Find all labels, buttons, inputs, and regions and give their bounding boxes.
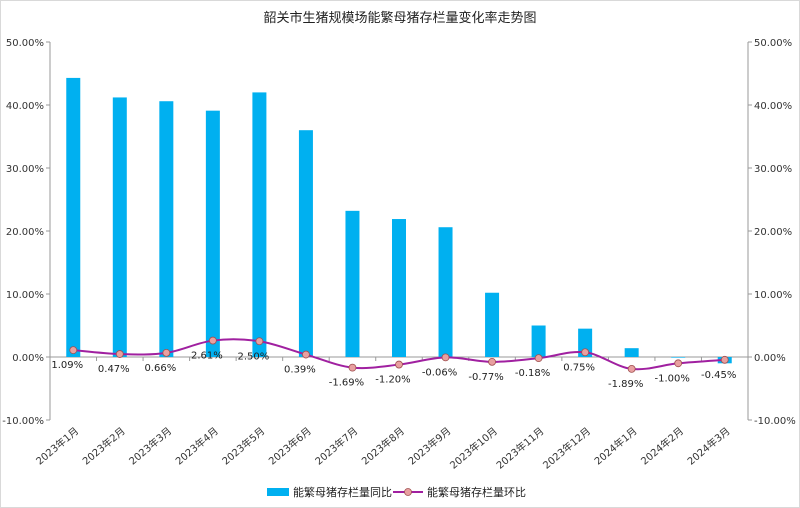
data-label: 0.47%: [98, 364, 130, 375]
line-point: [208, 336, 217, 345]
y-tick-label-right: 40.00%: [754, 101, 792, 112]
line-point: [395, 360, 403, 369]
y-tick-label-left: -10.00%: [2, 416, 44, 427]
legend-swatch-bar: [267, 488, 289, 496]
data-label: 0.39%: [284, 365, 316, 376]
line-point: [69, 346, 78, 355]
line-point: [674, 359, 683, 368]
bar: [66, 77, 81, 357]
y-tick-label-left: 20.00%: [6, 227, 44, 238]
chart-legend: 能繁母猪存栏量同比 能繁母猪存栏量环比: [267, 485, 526, 499]
y-tick-label-right: 50.00%: [754, 38, 792, 49]
line-point: [581, 348, 590, 357]
y-tick-label-left: 50.00%: [6, 38, 44, 49]
data-label: 2.50%: [238, 351, 270, 362]
line-point: [441, 353, 450, 362]
bar: [531, 325, 546, 357]
bar: [438, 227, 453, 357]
line-point: [348, 363, 357, 372]
chart-title: 韶关市生猪规模场能繁母猪存栏量变化率走势图: [263, 10, 536, 26]
bar: [298, 130, 313, 357]
y-tick-label-left: 40.00%: [6, 101, 44, 112]
data-label: -0.45%: [701, 370, 736, 381]
bar: [345, 210, 360, 357]
bar: [671, 357, 686, 358]
data-label: -1.89%: [608, 379, 643, 390]
line-point: [720, 355, 729, 364]
bar: [578, 328, 593, 357]
y-tick-label-right: -10.00%: [754, 416, 796, 427]
data-label: -0.18%: [515, 368, 550, 379]
bar: [205, 110, 220, 357]
line-point: [302, 350, 310, 359]
y-tick-label-right: 20.00%: [754, 227, 792, 238]
y-tick-label-left: 0.00%: [12, 353, 44, 364]
data-label: -1.69%: [329, 378, 364, 389]
bar: [252, 92, 267, 358]
bar: [485, 292, 500, 357]
data-label: -1.00%: [655, 373, 690, 384]
bar: [392, 219, 406, 357]
line-point: [162, 348, 171, 357]
line-point: [488, 357, 496, 366]
line-point: [115, 350, 124, 358]
data-label: -0.06%: [422, 367, 457, 378]
y-tick-label-right: 10.00%: [754, 290, 792, 301]
y-tick-label-left: 30.00%: [6, 164, 44, 175]
bar: [624, 348, 639, 357]
data-label: 2.61%: [191, 351, 223, 362]
data-label: 0.75%: [563, 362, 595, 373]
legend-label-line: 能繁母猪存栏量环比: [427, 485, 526, 499]
bar: [159, 101, 174, 357]
legend-swatch-marker: [404, 488, 412, 496]
legend-label-bar: 能繁母猪存栏量同比: [293, 485, 392, 499]
line-point: [627, 365, 636, 373]
y-tick-label-left: 10.00%: [6, 290, 44, 301]
y-tick-label-right: 30.00%: [754, 164, 792, 175]
line-point: [534, 354, 543, 363]
data-label: 0.66%: [144, 363, 176, 374]
data-label: 1.09%: [51, 360, 83, 371]
y-tick-label-right: 0.00%: [754, 353, 786, 364]
data-label: -0.77%: [468, 372, 503, 383]
data-label: -1.20%: [375, 375, 410, 386]
line-point: [255, 337, 264, 346]
bar: [112, 97, 127, 357]
